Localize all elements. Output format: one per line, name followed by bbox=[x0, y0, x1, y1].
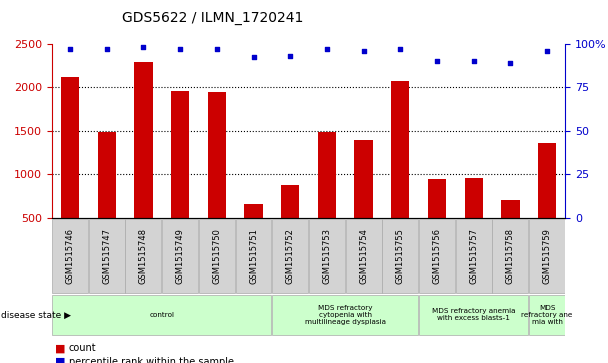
Bar bbox=[125, 219, 161, 293]
Bar bbox=[235, 219, 272, 293]
Text: MDS refractory anemia
with excess blasts-1: MDS refractory anemia with excess blasts… bbox=[432, 309, 516, 321]
Bar bbox=[538, 143, 556, 218]
Text: disease state ▶: disease state ▶ bbox=[1, 310, 71, 319]
Bar bbox=[162, 219, 198, 293]
Bar bbox=[354, 140, 373, 218]
Bar bbox=[281, 185, 299, 218]
Bar bbox=[501, 200, 520, 218]
Text: count: count bbox=[69, 343, 96, 354]
Text: GSM1515751: GSM1515751 bbox=[249, 228, 258, 284]
Bar bbox=[97, 131, 116, 218]
Bar bbox=[134, 62, 153, 218]
Bar bbox=[529, 295, 565, 335]
Text: GSM1515754: GSM1515754 bbox=[359, 228, 368, 284]
Text: MDS
refractory ane
mia with: MDS refractory ane mia with bbox=[522, 305, 573, 325]
Text: ■: ■ bbox=[55, 357, 65, 363]
Text: GSM1515757: GSM1515757 bbox=[469, 228, 478, 284]
Text: GSM1515747: GSM1515747 bbox=[102, 228, 111, 284]
Bar bbox=[456, 219, 492, 293]
Bar bbox=[428, 179, 446, 218]
Point bbox=[359, 48, 368, 53]
Bar bbox=[391, 81, 409, 218]
Point bbox=[395, 46, 405, 52]
Text: GSM1515756: GSM1515756 bbox=[432, 228, 441, 284]
Bar bbox=[52, 295, 272, 335]
Text: GSM1515758: GSM1515758 bbox=[506, 228, 515, 284]
Point bbox=[139, 44, 148, 50]
Bar bbox=[244, 204, 263, 218]
Bar bbox=[208, 92, 226, 218]
Text: GSM1515750: GSM1515750 bbox=[212, 228, 221, 284]
Text: GSM1515753: GSM1515753 bbox=[322, 228, 331, 284]
Bar bbox=[345, 219, 382, 293]
Bar bbox=[309, 219, 345, 293]
Bar bbox=[419, 295, 528, 335]
Point bbox=[285, 53, 295, 59]
Text: MDS refractory
cytopenia with
multilineage dysplasia: MDS refractory cytopenia with multilinea… bbox=[305, 305, 385, 325]
Text: GDS5622 / ILMN_1720241: GDS5622 / ILMN_1720241 bbox=[122, 11, 303, 25]
Text: GSM1515748: GSM1515748 bbox=[139, 228, 148, 284]
Text: GSM1515759: GSM1515759 bbox=[542, 228, 551, 284]
Bar bbox=[61, 77, 79, 218]
Point bbox=[469, 58, 478, 64]
Point bbox=[102, 46, 112, 52]
Text: percentile rank within the sample: percentile rank within the sample bbox=[69, 357, 233, 363]
Bar bbox=[529, 219, 565, 293]
Bar bbox=[492, 219, 528, 293]
Bar bbox=[272, 219, 308, 293]
Bar bbox=[199, 219, 235, 293]
Point bbox=[322, 46, 332, 52]
Point bbox=[212, 46, 222, 52]
Bar bbox=[465, 178, 483, 218]
Text: control: control bbox=[150, 312, 174, 318]
Text: GSM1515749: GSM1515749 bbox=[176, 228, 185, 284]
Point bbox=[249, 54, 258, 60]
Bar bbox=[171, 91, 189, 218]
Text: GSM1515755: GSM1515755 bbox=[396, 228, 405, 284]
Bar bbox=[89, 219, 125, 293]
Point bbox=[432, 58, 442, 64]
Text: GSM1515752: GSM1515752 bbox=[286, 228, 295, 284]
Text: ■: ■ bbox=[55, 343, 65, 354]
Bar bbox=[318, 132, 336, 218]
Bar bbox=[382, 219, 418, 293]
Point bbox=[175, 46, 185, 52]
Point bbox=[65, 46, 75, 52]
Bar bbox=[52, 219, 88, 293]
Point bbox=[542, 48, 552, 53]
Bar bbox=[419, 219, 455, 293]
Point bbox=[505, 60, 515, 66]
Text: GSM1515746: GSM1515746 bbox=[66, 228, 75, 284]
Bar bbox=[272, 295, 418, 335]
